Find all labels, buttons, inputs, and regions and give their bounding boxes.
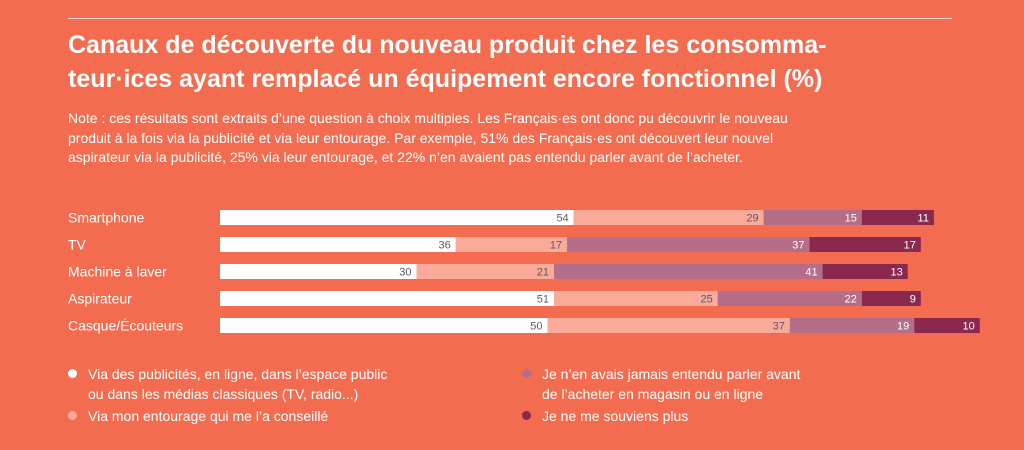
bar-segment-jamais <box>567 237 810 252</box>
value-label-souviens: 17 <box>904 240 916 252</box>
value-label-publicites: 36 <box>439 240 451 252</box>
note-line-1: Note : ces résultats sont extraits d’une… <box>68 110 788 126</box>
bar-segment-entourage <box>547 318 790 333</box>
bar-segment-souviens <box>861 291 921 306</box>
bar-segment-publicites <box>220 210 574 225</box>
top-divider <box>68 18 952 19</box>
bar-segment-entourage <box>573 210 764 225</box>
value-label-entourage: 37 <box>773 321 785 333</box>
value-label-publicites: 30 <box>399 267 411 279</box>
value-label-entourage: 17 <box>550 240 562 252</box>
category-label: Casque/Écouteurs <box>68 318 183 334</box>
bar-segment-publicites <box>220 237 456 252</box>
note-line-2: produit à la fois via la publicité et vi… <box>68 129 774 146</box>
bar-segment-jamais <box>789 318 915 333</box>
value-label-publicites: 50 <box>530 321 542 333</box>
value-label-publicites: 54 <box>556 213 568 225</box>
bar-segment-souviens <box>822 264 908 279</box>
chart-title-line-1: Canaux de découverte du nouveau produit … <box>68 31 827 59</box>
bar-segment-entourage <box>455 237 568 252</box>
value-label-publicites: 51 <box>537 294 549 306</box>
category-label: Smartphone <box>68 210 144 226</box>
bar-segment-souviens <box>861 210 934 225</box>
bar-segment-publicites <box>220 264 417 279</box>
legend-swatch-jamais <box>522 369 531 378</box>
bar-segment-publicites <box>220 291 555 306</box>
legend-label-souviens: Je ne me souviens plus <box>542 408 689 424</box>
legend-label-publicites: Via des publicités, en ligne, dans l’esp… <box>88 366 388 402</box>
legend-swatch-souviens <box>522 411 531 420</box>
value-label-entourage: 25 <box>701 294 713 306</box>
bar-segment-jamais <box>717 291 862 306</box>
bar-segment-entourage <box>416 264 555 279</box>
value-label-entourage: 21 <box>537 267 549 279</box>
chart-note: Note : ces résultats sont extraits d’une… <box>68 109 968 168</box>
bar-segment-publicites <box>220 318 548 333</box>
value-label-souviens: 11 <box>918 213 929 225</box>
bar-segment-jamais <box>554 264 823 279</box>
legend-label-jamais: Je n’en avais jamais entendu parler avan… <box>542 366 801 402</box>
category-label: Aspirateur <box>68 291 132 307</box>
value-label-entourage: 29 <box>746 213 758 225</box>
legend-item-publicites: Via des publicités, en ligne, dans l’esp… <box>68 364 488 408</box>
value-label-jamais: 41 <box>805 267 817 279</box>
chart-title: Canaux de découverte du nouveau produit … <box>68 28 968 96</box>
chart-title-line-2: teur·ices ayant remplacé un équipement e… <box>68 65 823 93</box>
value-label-jamais: 22 <box>845 294 857 306</box>
value-label-souviens: 10 <box>963 321 975 333</box>
bar-segment-souviens <box>914 318 980 333</box>
legend-item-souviens: Je ne me souviens plus <box>522 406 942 428</box>
legend-swatch-entourage <box>68 411 77 420</box>
bar-segment-entourage <box>554 291 718 306</box>
value-label-jamais: 15 <box>845 213 857 225</box>
legend-item-jamais: Je n’en avais jamais entendu parler avan… <box>522 364 942 408</box>
legend-swatch-publicites <box>68 369 77 378</box>
value-label-jamais: 37 <box>792 240 804 252</box>
value-label-jamais: 19 <box>897 321 909 333</box>
category-label: TV <box>68 237 87 253</box>
value-label-souviens: 13 <box>891 267 903 279</box>
note-line-3: aspirateur via la publicité, 25% via leu… <box>68 149 743 165</box>
bar-segment-jamais <box>763 210 862 225</box>
category-label: Machine à laver <box>68 264 167 280</box>
stacked-bar-chart: Smartphone 54 29 15 11 TV 36 17 37 17 Machine à la… <box>68 210 980 334</box>
legend-item-entourage: Via mon entourage qui me l’a conseillé <box>68 406 488 428</box>
value-label-souviens: 9 <box>910 294 916 306</box>
legend-label-entourage: Via mon entourage qui me l’a conseillé <box>88 408 329 424</box>
bar-segment-souviens <box>809 237 921 252</box>
